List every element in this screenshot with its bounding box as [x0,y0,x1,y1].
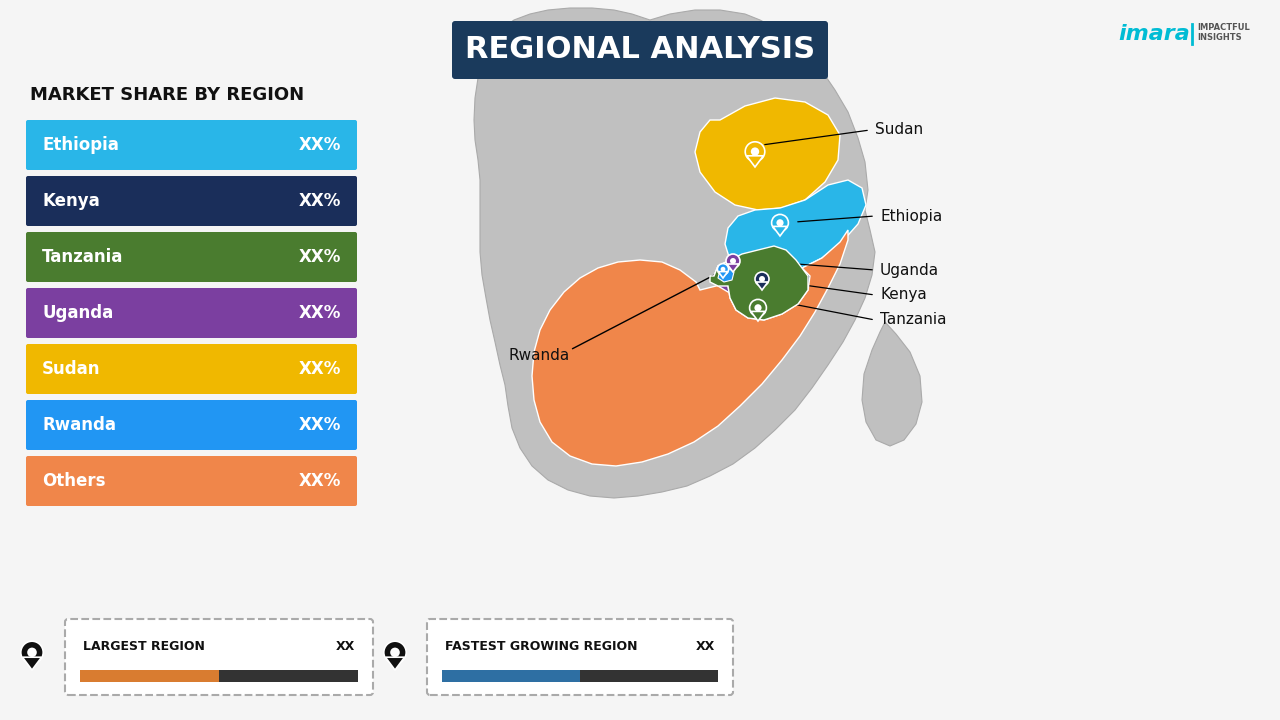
Text: IMPACTFUL: IMPACTFUL [1197,22,1249,32]
Circle shape [754,304,762,311]
Polygon shape [751,311,765,321]
Bar [580,670,718,682]
FancyBboxPatch shape [26,400,357,450]
Text: XX%: XX% [298,416,340,434]
Bar [79,670,219,682]
Polygon shape [773,226,787,236]
Circle shape [755,272,769,286]
Circle shape [717,264,728,275]
Text: Sudan: Sudan [42,360,101,378]
Circle shape [751,148,759,156]
FancyBboxPatch shape [26,344,357,394]
Text: Tanzania: Tanzania [881,312,946,328]
Polygon shape [756,282,768,290]
Text: MARKET SHARE BY REGION: MARKET SHARE BY REGION [29,86,305,104]
FancyBboxPatch shape [26,232,357,282]
Text: XX%: XX% [298,360,340,378]
Text: Rwanda: Rwanda [508,348,570,362]
Text: Ethiopia: Ethiopia [881,209,942,223]
Polygon shape [718,268,733,282]
Circle shape [730,258,736,264]
Bar [219,670,358,682]
Text: Rwanda: Rwanda [42,416,116,434]
Polygon shape [718,271,728,278]
Text: Others: Others [42,472,105,490]
Text: REGIONAL ANALYSIS: REGIONAL ANALYSIS [465,35,815,65]
Polygon shape [746,156,763,167]
FancyBboxPatch shape [65,619,372,695]
Text: XX: XX [696,640,716,653]
Text: XX%: XX% [298,192,340,210]
Polygon shape [714,260,758,292]
Text: Tanzania: Tanzania [42,248,123,266]
Circle shape [772,215,788,231]
Text: Kenya: Kenya [42,192,100,210]
Circle shape [759,276,765,282]
Circle shape [390,647,399,657]
Polygon shape [728,268,810,320]
FancyBboxPatch shape [26,456,357,506]
Circle shape [721,267,726,271]
Text: Ethiopia: Ethiopia [42,136,119,154]
FancyBboxPatch shape [452,21,828,79]
Text: Uganda: Uganda [42,304,113,322]
Circle shape [777,219,783,226]
Polygon shape [385,657,404,670]
Circle shape [20,642,44,664]
Bar [442,670,580,682]
Circle shape [27,647,37,657]
Circle shape [384,642,406,664]
Polygon shape [724,180,867,276]
Polygon shape [22,657,41,670]
Text: INSIGHTS: INSIGHTS [1197,34,1242,42]
Polygon shape [710,246,808,320]
Text: Kenya: Kenya [881,287,927,302]
FancyBboxPatch shape [26,176,357,226]
Text: XX%: XX% [298,136,340,154]
Text: XX%: XX% [298,304,340,322]
Text: XX%: XX% [298,472,340,490]
Circle shape [726,254,740,268]
Text: XX: XX [335,640,355,653]
Circle shape [750,300,767,316]
Text: FASTEST GROWING REGION: FASTEST GROWING REGION [445,640,637,653]
Circle shape [745,142,765,161]
Text: Uganda: Uganda [881,263,940,277]
Text: imara: imara [1119,24,1190,44]
Polygon shape [532,230,849,466]
Text: Sudan: Sudan [876,122,923,138]
Polygon shape [695,98,840,210]
Polygon shape [474,8,876,498]
Polygon shape [861,322,922,446]
FancyBboxPatch shape [26,288,357,338]
Polygon shape [727,264,739,272]
Text: XX%: XX% [298,248,340,266]
FancyBboxPatch shape [26,120,357,170]
Text: LARGEST REGION: LARGEST REGION [83,640,205,653]
FancyBboxPatch shape [428,619,733,695]
